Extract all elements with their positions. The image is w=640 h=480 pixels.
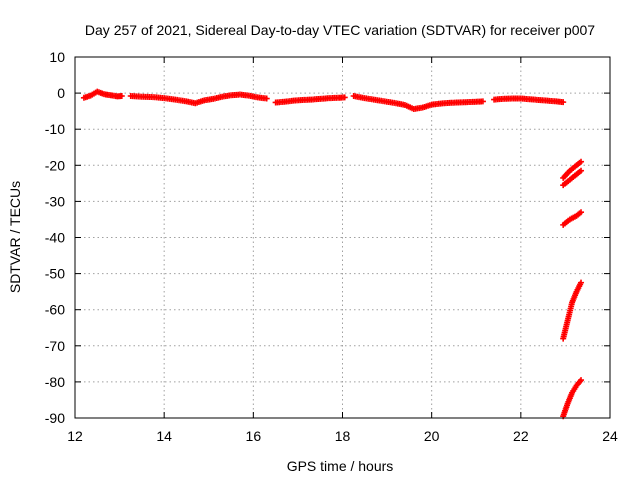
y-tick-label: -20 (45, 157, 65, 173)
data-series-group (491, 95, 567, 106)
axis-ticks: 12 14 16 18 20 22 24 10 0 -10 -20 -30 -40 -50 -60 -70 -8… (45, 49, 618, 444)
data-point-marker (479, 98, 486, 105)
y-tick-label: -70 (45, 338, 65, 354)
y-tick-label: -80 (45, 374, 65, 390)
x-tick-label: 12 (67, 428, 83, 444)
data-point-marker (263, 95, 270, 102)
y-tick-label: 0 (57, 85, 65, 101)
data-series-group (560, 158, 585, 181)
y-tick-label: -50 (45, 266, 65, 282)
y-tick-label: -60 (45, 302, 65, 318)
y-tick-label: 10 (49, 49, 65, 65)
y-tick-label: -90 (45, 410, 65, 426)
x-tick-label: 14 (156, 428, 172, 444)
data-series-group (127, 91, 270, 107)
grid-lines (75, 57, 610, 418)
y-tick-label: -30 (45, 193, 65, 209)
chart-title: Day 257 of 2021, Sidereal Day-to-day VTE… (85, 22, 595, 38)
x-tick-label: 22 (513, 428, 529, 444)
data-point-marker (578, 279, 585, 286)
data-point-marker (578, 377, 585, 384)
x-axis-label: GPS time / hours (287, 458, 394, 474)
data-series-group (80, 88, 125, 101)
data-series-group (560, 279, 585, 342)
data-series-group (560, 167, 585, 189)
data-point-marker (578, 167, 585, 174)
data-series (80, 88, 585, 420)
data-series-group (560, 209, 585, 228)
data-point-marker (560, 99, 567, 106)
data-point-marker (341, 94, 348, 101)
y-axis-label: SDTVAR / TECUs (7, 181, 23, 293)
x-tick-label: 24 (602, 428, 618, 444)
x-tick-label: 20 (424, 428, 440, 444)
x-tick-label: 16 (246, 428, 262, 444)
y-tick-label: -10 (45, 121, 65, 137)
data-point-marker (118, 92, 125, 99)
y-tick-label: -40 (45, 230, 65, 246)
data-point-marker (578, 209, 585, 216)
data-series-group (560, 377, 585, 420)
data-series-group (272, 94, 348, 106)
x-tick-label: 18 (335, 428, 351, 444)
data-series-group (350, 92, 486, 112)
data-point-marker (578, 158, 585, 165)
